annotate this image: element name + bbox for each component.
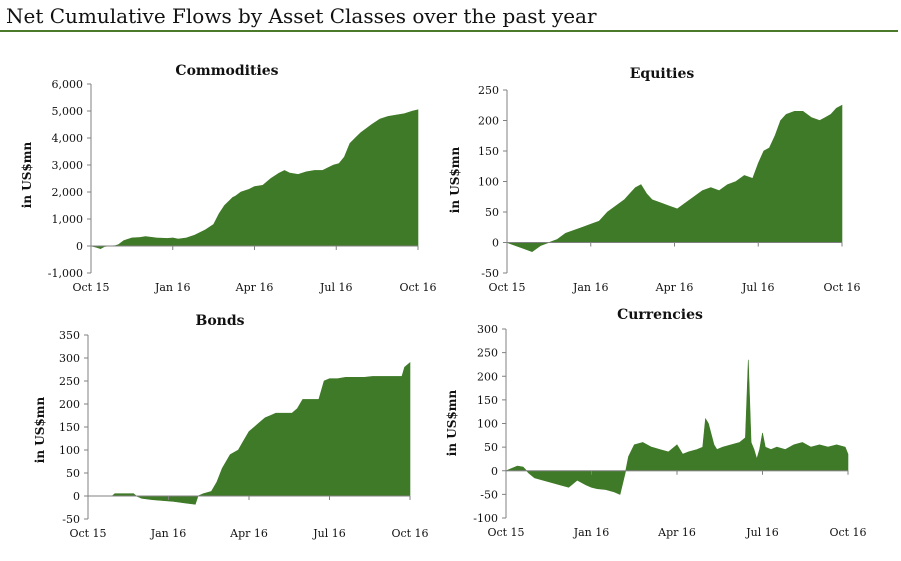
y-tick-label: 5,000 — [52, 105, 84, 118]
y-tick-label: 150 — [59, 421, 80, 434]
y-tick-label: 0 — [73, 490, 80, 503]
x-tick-label: Apr 16 — [657, 526, 696, 539]
x-tick-label: Jan 16 — [573, 526, 610, 539]
y-tick-label: 0 — [491, 465, 498, 478]
x-tick-label: Oct 16 — [399, 281, 436, 294]
x-tick-label: Oct 15 — [488, 281, 525, 294]
y-tick-label: 50 — [485, 206, 499, 219]
y-tick-label: 3,000 — [52, 159, 84, 172]
y-tick-label: -1,000 — [48, 267, 83, 280]
x-tick-label: Jul 16 — [745, 526, 779, 539]
y-tick-label: 100 — [477, 418, 498, 431]
x-tick-label: Apr 16 — [229, 527, 268, 540]
x-tick-label: Apr 16 — [235, 281, 274, 294]
y-axis-label: in US$mn — [448, 147, 462, 214]
y-tick-label: 1,000 — [52, 213, 84, 226]
x-tick-label: Oct 16 — [823, 281, 860, 294]
y-tick-label: 4,000 — [52, 132, 84, 145]
chart-title: Commodities — [175, 63, 278, 79]
y-tick-label: 200 — [478, 115, 499, 128]
y-tick-label: -50 — [62, 513, 80, 526]
x-tick-label: Jan 16 — [572, 281, 609, 294]
chart-title: Bonds — [195, 313, 244, 329]
y-tick-label: -50 — [480, 488, 498, 501]
x-tick-label: Jan 16 — [154, 281, 191, 294]
x-tick-label: Oct 15 — [72, 281, 109, 294]
chart-currencies: -100 -50 0 50 100 150 200 250 300 Oct 15 Jan 16 Apr… — [445, 307, 867, 539]
x-tick-label: Jan 16 — [150, 527, 187, 540]
y-tick-label: 2,000 — [52, 186, 84, 199]
y-tick-label: 100 — [478, 176, 499, 189]
x-tick-label: Oct 16 — [391, 527, 428, 540]
y-tick-label: 250 — [59, 375, 80, 388]
y-tick-label: -50 — [481, 267, 499, 280]
y-tick-label: 300 — [59, 352, 80, 365]
y-axis-label: in US$mn — [33, 397, 47, 464]
y-tick-label: -100 — [473, 512, 498, 525]
y-tick-label: 250 — [477, 347, 498, 360]
y-tick-label: 150 — [477, 394, 498, 407]
y-tick-label: 50 — [66, 467, 80, 480]
y-tick-label: 0 — [76, 240, 83, 253]
chart-commodities: -1,000 0 1,000 2,000 3,000 4,000 5,000 6,000 Oct… — [20, 63, 437, 294]
y-tick-label: 250 — [478, 84, 499, 97]
y-tick-label: 300 — [477, 323, 498, 336]
page-title: Net Cumulative Flows by Asset Classes ov… — [6, 4, 597, 28]
y-tick-label: 100 — [59, 444, 80, 457]
y-tick-label: 6,000 — [52, 78, 84, 91]
y-tick-label: 200 — [477, 370, 498, 383]
x-tick-label: Jul 16 — [741, 281, 775, 294]
chart-title: Currencies — [617, 307, 703, 323]
x-tick-label: Apr 16 — [655, 281, 694, 294]
y-tick-label: 50 — [484, 441, 498, 454]
area-series — [506, 104, 843, 253]
y-tick-label: 350 — [59, 329, 80, 342]
area-series — [88, 361, 411, 505]
y-tick-label: 0 — [492, 237, 499, 250]
chart-equities: -50 0 50 100 150 200 250 Oct 15 Jan 16 Apr 16 Jul … — [448, 66, 861, 294]
chart-title: Equities — [630, 66, 695, 82]
x-tick-label: Oct 16 — [829, 526, 866, 539]
title-rule — [0, 30, 898, 32]
x-tick-label: Jul 16 — [312, 527, 346, 540]
y-axis-label: in US$mn — [20, 142, 34, 209]
chart-bonds: -50 0 50 100 150 200 250 300 350 Oct 15 Jan 16 Apr … — [33, 313, 429, 540]
x-tick-label: Jul 16 — [319, 281, 353, 294]
y-tick-label: 150 — [478, 145, 499, 158]
x-tick-label: Oct 15 — [69, 527, 106, 540]
area-series — [90, 109, 419, 250]
area-series — [505, 359, 849, 495]
y-axis-label: in US$mn — [445, 390, 459, 457]
y-tick-label: 200 — [59, 398, 80, 411]
x-tick-label: Oct 15 — [487, 526, 524, 539]
